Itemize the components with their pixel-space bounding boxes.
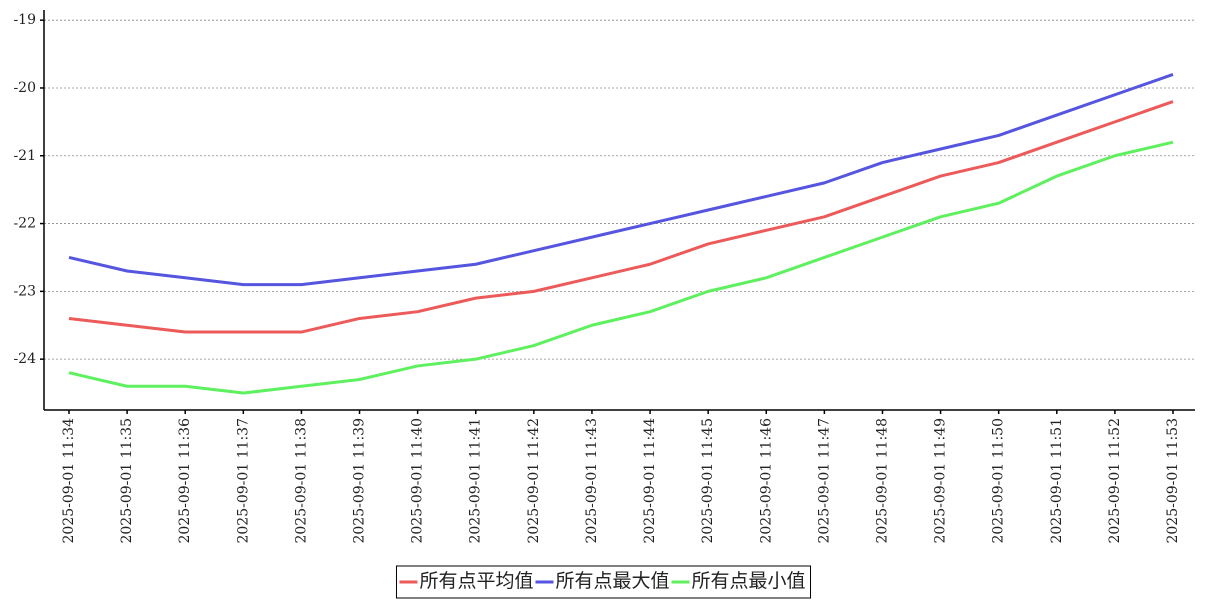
x-tick-label: 2025-09-01 11:38 bbox=[293, 418, 309, 544]
legend-label: 所有点最大值 bbox=[555, 570, 669, 592]
x-tick-label: 2025-09-01 11:41 bbox=[468, 418, 484, 544]
y-tick-label: -24 bbox=[13, 351, 36, 367]
legend-label: 所有点最小值 bbox=[692, 570, 806, 592]
x-tick-label: 2025-09-01 11:40 bbox=[410, 418, 426, 544]
legend: 所有点平均值 所有点最大值 所有点最小值 bbox=[395, 565, 812, 599]
x-tick-label: 2025-09-01 11:51 bbox=[1049, 418, 1065, 544]
x-tick-label: 2025-09-01 11:43 bbox=[584, 418, 600, 544]
y-tick-label: -22 bbox=[13, 216, 36, 232]
series-line bbox=[68, 140, 1174, 395]
x-tick-label: 2025-09-01 11:42 bbox=[526, 418, 542, 544]
x-tick-label: 2025-09-01 11:50 bbox=[991, 418, 1007, 544]
x-tick-label: 2025-09-01 11:53 bbox=[1165, 418, 1181, 544]
y-tick-label: -23 bbox=[13, 283, 36, 299]
x-tick-label: 2025-09-01 11:46 bbox=[758, 418, 774, 544]
series-line bbox=[68, 72, 1174, 287]
series-line bbox=[68, 100, 1174, 334]
x-tick-label: 2025-09-01 11:48 bbox=[874, 418, 890, 544]
x-tick-label: 2025-09-01 11:34 bbox=[61, 418, 77, 544]
y-tick-label: -21 bbox=[13, 148, 36, 164]
legend-label: 所有点平均值 bbox=[419, 570, 533, 592]
x-tick-label: 2025-09-01 11:47 bbox=[816, 418, 832, 544]
y-tick-label: -19 bbox=[13, 12, 36, 28]
x-tick-label: 2025-09-01 11:37 bbox=[235, 418, 251, 544]
x-tick-label: 2025-09-01 11:39 bbox=[352, 418, 368, 544]
x-tick-label: 2025-09-01 11:45 bbox=[700, 418, 716, 544]
x-tick-label: 2025-09-01 11:35 bbox=[119, 418, 135, 544]
x-tick-label: 2025-09-01 11:44 bbox=[642, 418, 658, 544]
x-tick-label: 2025-09-01 11:36 bbox=[177, 418, 193, 544]
x-tick-label: 2025-09-01 11:52 bbox=[1107, 418, 1123, 544]
y-tick-label: -20 bbox=[13, 80, 36, 96]
legend-box bbox=[395, 565, 812, 599]
x-tick-label: 2025-09-01 11:49 bbox=[933, 418, 949, 544]
